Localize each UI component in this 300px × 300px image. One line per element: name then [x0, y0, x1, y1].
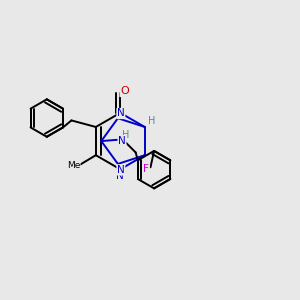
Text: H: H: [148, 116, 155, 126]
Text: N: N: [118, 136, 126, 146]
Text: N: N: [117, 165, 125, 175]
Text: N: N: [117, 109, 125, 118]
Text: Me: Me: [67, 160, 80, 169]
Text: O: O: [120, 86, 129, 96]
Text: H: H: [122, 130, 130, 140]
Text: N: N: [116, 171, 124, 181]
Text: F: F: [143, 164, 149, 174]
